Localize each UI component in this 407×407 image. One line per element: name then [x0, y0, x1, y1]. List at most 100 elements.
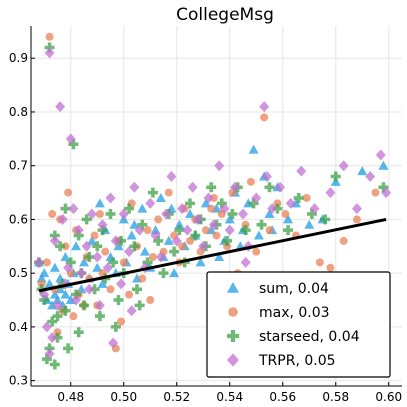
data-point-triangle: [155, 192, 166, 202]
data-point-diamond: [267, 203, 278, 215]
data-point-diamond: [192, 213, 203, 225]
data-point-circle: [212, 231, 221, 240]
trend-line: [38, 217, 387, 293]
data-point-diamond: [240, 256, 251, 268]
data-point-circle: [64, 188, 73, 197]
data-point-circle: [101, 247, 110, 256]
data-point-circle: [315, 258, 324, 267]
x-tick-label: 0.48: [57, 390, 84, 404]
data-point-cross: [306, 209, 317, 220]
data-point-cross: [60, 305, 71, 316]
data-point-diamond: [108, 337, 119, 349]
data-point-diamond: [39, 289, 50, 301]
data-point-triangle: [129, 219, 140, 229]
data-point-triangle: [163, 235, 174, 245]
data-point-cross: [68, 139, 79, 150]
data-point-circle: [241, 220, 250, 229]
y-tick-label: 0.3: [9, 374, 28, 388]
data-point-diamond: [275, 181, 286, 193]
data-point-cross: [222, 235, 233, 246]
data-point-diamond: [182, 224, 193, 236]
y-tick-label: 0.5: [9, 266, 28, 280]
data-point-triangle: [200, 198, 211, 208]
data-point-circle: [178, 242, 187, 251]
data-point-diamond: [203, 192, 214, 204]
data-point-cross: [49, 359, 60, 370]
data-point-diamond: [134, 224, 145, 236]
data-points: [33, 32, 392, 370]
data-point-cross: [320, 214, 331, 225]
data-point-circle: [42, 258, 51, 267]
x-tick-label: 0.54: [216, 390, 243, 404]
data-point-circle: [246, 177, 255, 186]
data-point-circle: [48, 210, 57, 219]
data-point-triangle: [304, 219, 315, 229]
data-point-diamond: [166, 170, 177, 182]
data-point-cross: [206, 182, 217, 193]
data-point-cross: [240, 225, 251, 236]
data-point-circle: [281, 210, 290, 219]
data-point-triangle: [36, 273, 47, 283]
data-point-cross: [272, 203, 283, 214]
data-point-circle: [273, 199, 282, 208]
data-point-cross: [63, 343, 74, 354]
data-point-diamond: [161, 208, 172, 220]
data-point-diamond: [52, 299, 63, 311]
data-point-triangle: [52, 295, 63, 305]
series-diamond: [33, 47, 392, 360]
data-point-diamond: [73, 224, 84, 236]
data-point-cross: [89, 284, 100, 295]
data-point-cross: [216, 198, 227, 209]
data-point-circle: [164, 188, 173, 197]
data-point-cross: [137, 219, 148, 230]
legend-label: sum, 0.04: [259, 281, 329, 297]
data-point-circle: [125, 290, 134, 299]
y-tick-label: 0.4: [9, 320, 28, 334]
data-point-diamond: [41, 321, 52, 333]
data-point-triangle: [126, 230, 137, 240]
data-point-diamond: [71, 294, 82, 306]
data-point-diamond: [214, 160, 225, 172]
axes: 0.48 0.50 0.52 0.54 0.56 0.58 0.60 0.3 0.4 0.5 0.6…: [9, 26, 402, 404]
chart-title: CollegeMsg: [176, 5, 274, 25]
data-point-diamond: [375, 149, 386, 161]
data-point-diamond: [124, 246, 135, 258]
data-point-diamond: [49, 235, 60, 247]
data-point-circle: [265, 226, 274, 235]
data-point-triangle: [253, 230, 264, 240]
data-point-triangle: [92, 262, 103, 272]
data-point-cross: [52, 311, 63, 322]
data-point-triangle: [378, 160, 389, 170]
data-point-diamond: [97, 219, 108, 231]
data-point-diamond: [296, 165, 307, 177]
data-point-cross: [94, 311, 105, 322]
data-point-circle: [53, 328, 62, 337]
x-tick-label: 0.56: [269, 390, 296, 404]
data-point-triangle: [357, 166, 368, 176]
data-point-cross: [73, 327, 84, 338]
data-point-diamond: [171, 235, 182, 247]
data-point-diamond: [219, 203, 230, 215]
data-point-diamond: [129, 181, 140, 193]
data-point-diamond: [105, 192, 116, 204]
data-point-circle: [106, 285, 115, 294]
x-tick-label: 0.58: [322, 390, 349, 404]
data-point-triangle: [79, 257, 89, 267]
data-point-triangle: [49, 262, 60, 272]
data-point-circle: [201, 226, 210, 235]
data-point-cross: [158, 268, 169, 279]
data-point-triangle: [248, 144, 259, 154]
data-point-circle: [37, 279, 46, 288]
data-point-diamond: [65, 133, 76, 145]
data-point-cross: [84, 252, 95, 263]
data-point-diamond: [110, 235, 121, 247]
data-point-diamond: [94, 299, 105, 311]
data-point-circle: [143, 226, 152, 235]
data-point-circle: [352, 215, 361, 224]
data-point-triangle: [169, 268, 180, 278]
data-point-diamond: [126, 305, 137, 317]
data-point-circle: [371, 188, 380, 197]
data-point-cross: [55, 241, 66, 252]
y-tick-label: 0.9: [9, 51, 28, 65]
data-point-circle: [117, 317, 126, 326]
